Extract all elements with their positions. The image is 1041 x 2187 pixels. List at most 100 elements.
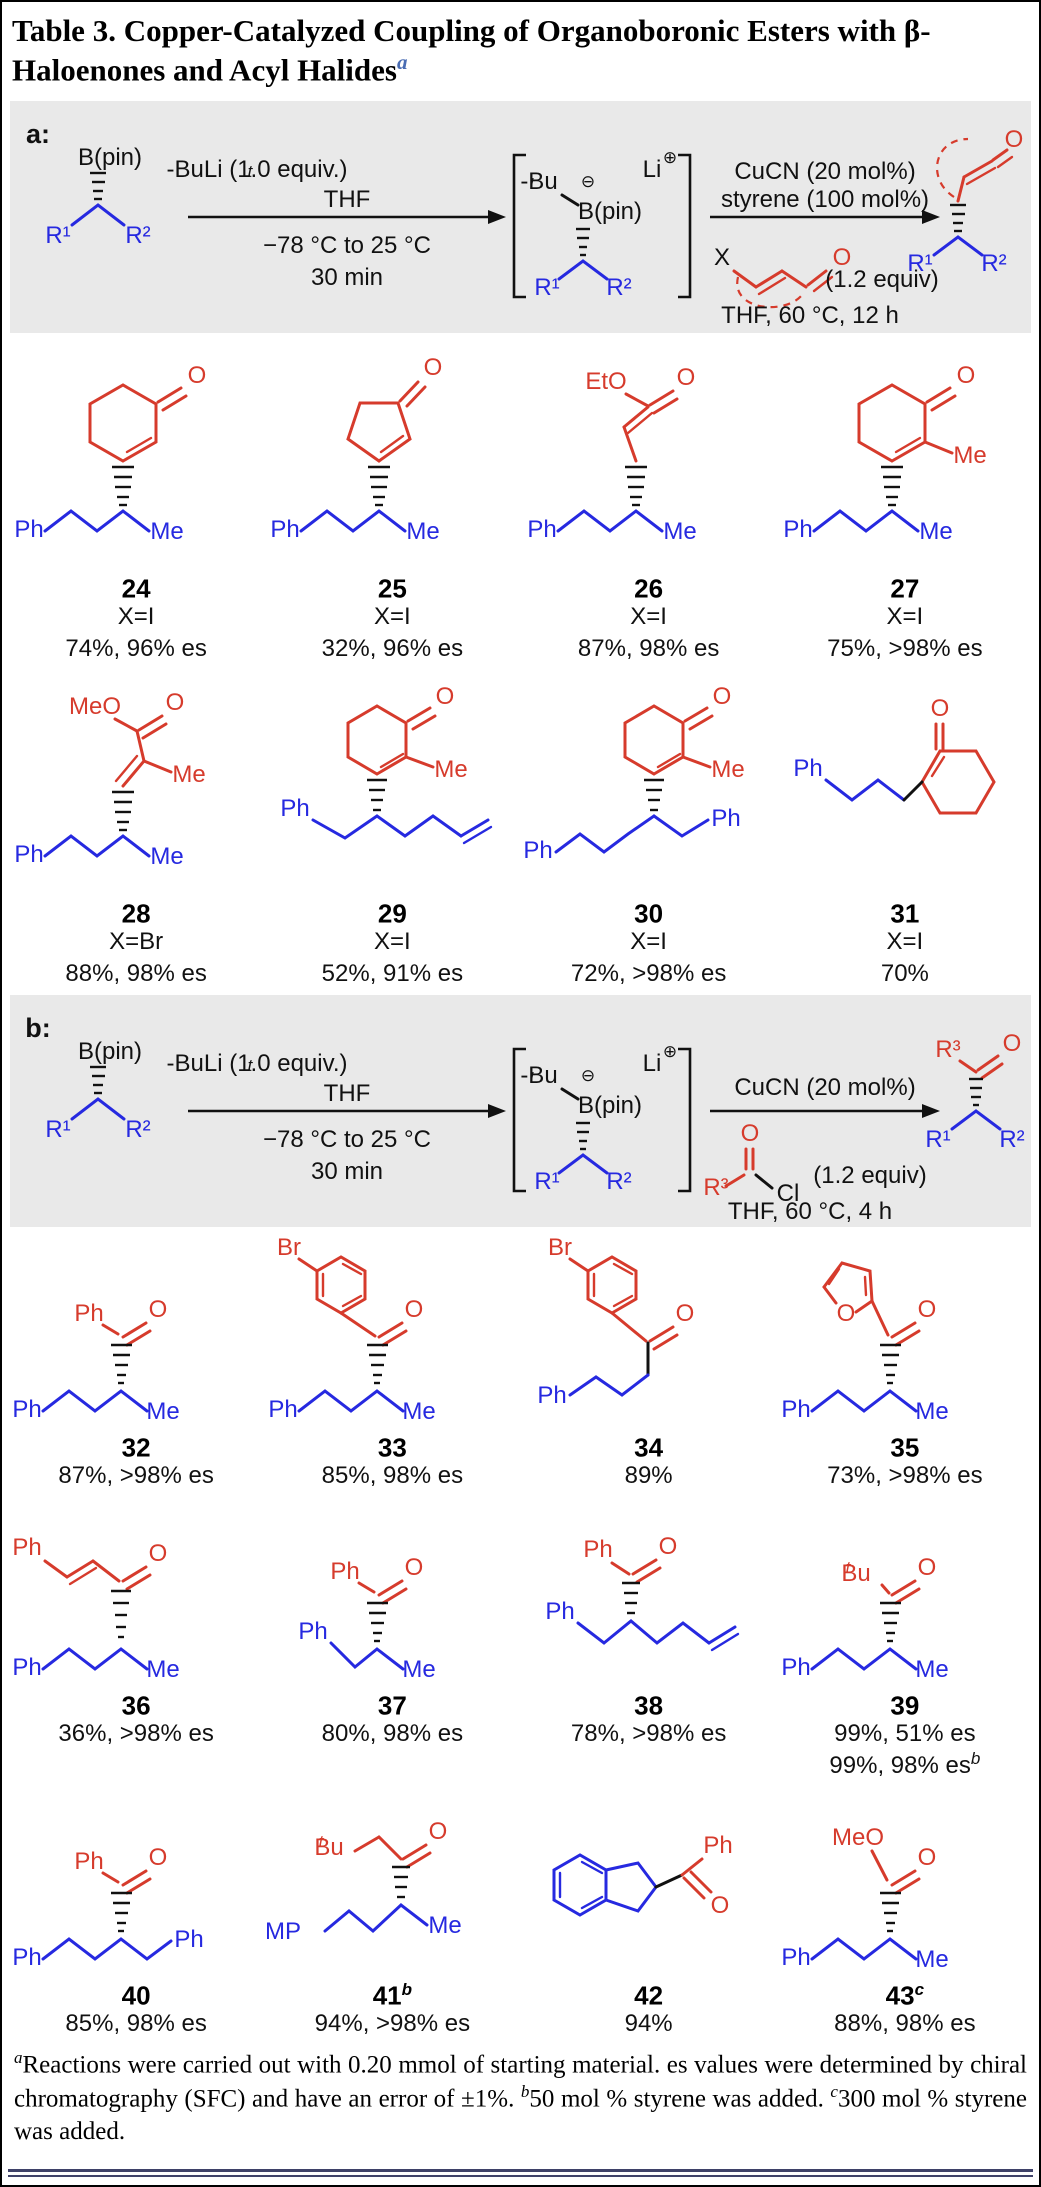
me-label: Me: [915, 1946, 948, 1973]
yield-line: 32%, 96% es: [321, 635, 464, 662]
structure-30: O Me Ph Ph: [524, 683, 745, 864]
structure-43: MeO O Ph Me: [781, 1824, 948, 1973]
product-oxygen-label: O: [1005, 126, 1024, 153]
temperature-label: −78 °C to 25 °C: [263, 1126, 431, 1153]
compound-number: 31: [890, 898, 920, 929]
me-label: Me: [403, 1398, 436, 1425]
footnote-marker-a: a: [396, 49, 408, 74]
tbu-sup-t: t: [319, 1832, 325, 1851]
ph-red-label: Ph: [74, 1848, 103, 1875]
yield-line: 78%, >98% es: [570, 1719, 727, 1747]
tbuli-italic-t: t: [248, 162, 254, 181]
o-label: O: [918, 1296, 937, 1323]
li-label: Li: [643, 1050, 662, 1077]
ph-label: Ph: [781, 1396, 810, 1423]
me-red-label: Me: [953, 442, 986, 469]
yield-line: 85%, 98% es: [321, 1461, 464, 1489]
me-red-label: Me: [172, 761, 205, 788]
compound-27-cell: O Me Ph Me 27 X=I 75%, >98% es: [777, 339, 1033, 664]
compound-number: 41b: [372, 1979, 413, 2011]
r1-label: R¹: [45, 1116, 70, 1143]
structure-35: O O Ph Me: [781, 1260, 949, 1425]
yield-line: 73%, >98% es: [827, 1461, 983, 1489]
compound-31-cell: O Ph 31 X=I 70%: [777, 664, 1033, 989]
structure-37: Ph O Ph Me: [299, 1554, 436, 1683]
o-label: O: [405, 1554, 424, 1581]
ph-red-label: Ph: [331, 1558, 360, 1585]
compound-35-cell: O O Ph Me 35 73%, >98% es: [777, 1233, 1033, 1491]
compound-number: 26: [634, 573, 664, 604]
compound-number: 30: [634, 898, 664, 929]
yield-line: 52%, 91% es: [321, 959, 464, 987]
o-label: O: [149, 1844, 168, 1871]
me-label: Me: [919, 518, 952, 545]
ph-label: Ph: [271, 516, 300, 543]
tbu-rest: -Bu: [520, 1062, 557, 1089]
halide-line: X=I: [630, 928, 667, 956]
ph-label: Ph: [281, 795, 310, 822]
r2-ate-label: R²: [606, 274, 631, 301]
compound-40-cell: Ph O Ph Ph 40 85%, 98% es: [8, 1781, 264, 2039]
o-label: O: [712, 683, 731, 710]
equiv-label: (1.2 equiv): [825, 266, 938, 293]
structure-28: MeO O Me Ph Me: [14, 689, 205, 870]
o-label: O: [675, 1300, 694, 1327]
compound-number: 27: [890, 573, 920, 604]
o-label: O: [149, 1296, 168, 1323]
compound-number: 34: [634, 1432, 664, 1463]
ph-label: Ph: [524, 837, 553, 864]
o-label: O: [188, 362, 207, 389]
compound-number: 38: [634, 1690, 664, 1721]
structure-29: O Me Ph: [281, 683, 493, 844]
me-label: Me: [663, 518, 696, 545]
ate-complex-structure: t -Bu ⊖ B(pin) Li ⊕ R¹ R²: [512, 148, 692, 301]
reaction-arrow-2: [710, 1103, 940, 1118]
br-label: Br: [548, 1234, 572, 1261]
compound-24-cell: O Ph Me 24 X=I 74%, 96% es: [8, 339, 264, 664]
o-label: O: [429, 1818, 448, 1845]
structure-42: Ph O: [552, 1832, 732, 1919]
structure-40: Ph O Ph Ph: [12, 1844, 203, 1971]
yield-line: 85%, 98% es: [65, 2009, 207, 2037]
ph-label: Ph: [781, 1944, 810, 1971]
r3-label: R³: [703, 1174, 728, 1201]
footnote-text-b: 50 mol % styrene was added.: [529, 2085, 831, 2113]
styrene-label: styrene (100 mol%): [721, 186, 929, 213]
bpin-label: B(pin): [78, 1038, 142, 1065]
compound-41-cell: t Bu O PMP Me 41b 94%, >98% es: [264, 1781, 520, 2039]
r1-ate-label: R¹: [534, 274, 559, 301]
ph-right-label: Ph: [711, 805, 740, 832]
compound-number: 32: [121, 1432, 151, 1463]
product-r2-label: R²: [981, 250, 1006, 277]
scheme-a-label: a:: [26, 119, 50, 149]
o-label: O: [710, 1892, 729, 1919]
bpin-label: B(pin): [78, 144, 142, 171]
compound-29-cell: O Me Ph 29 X=I 52%, 91% es: [264, 664, 520, 989]
structure-38: Ph O Ph: [545, 1533, 739, 1651]
tbuli-italic-t: t: [248, 1056, 254, 1075]
products-grid-b: Ph O Ph Me 32 87%, >98% es Br O: [2, 1233, 1039, 2039]
tbuli-reagent: -BuLi (1.0 equiv.): [167, 156, 348, 183]
compound-33-cell: Br O Ph Me 33 85%, 98% es: [264, 1233, 520, 1491]
o-label: O: [424, 354, 443, 381]
table-footnote: aReactions were carried out with 0.20 mm…: [2, 2039, 1039, 2149]
product-r1-label: R¹: [907, 250, 932, 277]
yield-line-2: 99%, 98% esb: [829, 1748, 981, 1779]
compound-38-cell: Ph O Ph 38 78%, >98% es: [521, 1491, 777, 1781]
footnote-text-c: 300 mol % styrene was added.: [14, 2085, 1027, 2146]
acyl-oxygen-label: O: [741, 1120, 760, 1147]
products-grid-a: O Ph Me 24 X=I 74%, 96% es O Ph Me: [2, 339, 1039, 989]
ketone-product-structure: R³ O R¹ R²: [925, 1030, 1024, 1153]
yield-line-1: 99%, 51% es: [834, 1719, 976, 1747]
halide-line: X=I: [374, 603, 411, 631]
product-r1-label: R¹: [925, 1126, 950, 1153]
compound-32-cell: Ph O Ph Me 32 87%, >98% es: [8, 1233, 264, 1491]
conditions-label: THF, 60 °C, 12 h: [721, 302, 899, 329]
compound-30-cell: O Me Ph Ph 30 X=I 72%, >98% es: [521, 664, 777, 989]
yield-line: 74%, 96% es: [65, 635, 207, 662]
ph-label: Ph: [299, 1618, 328, 1645]
structure-31: O Ph: [793, 695, 996, 815]
compound-number: 24: [121, 573, 151, 604]
scheme-b-drawing: b: B(pin) R¹ R² t -BuLi (1.0 equiv.) THF…: [25, 1013, 1024, 1225]
